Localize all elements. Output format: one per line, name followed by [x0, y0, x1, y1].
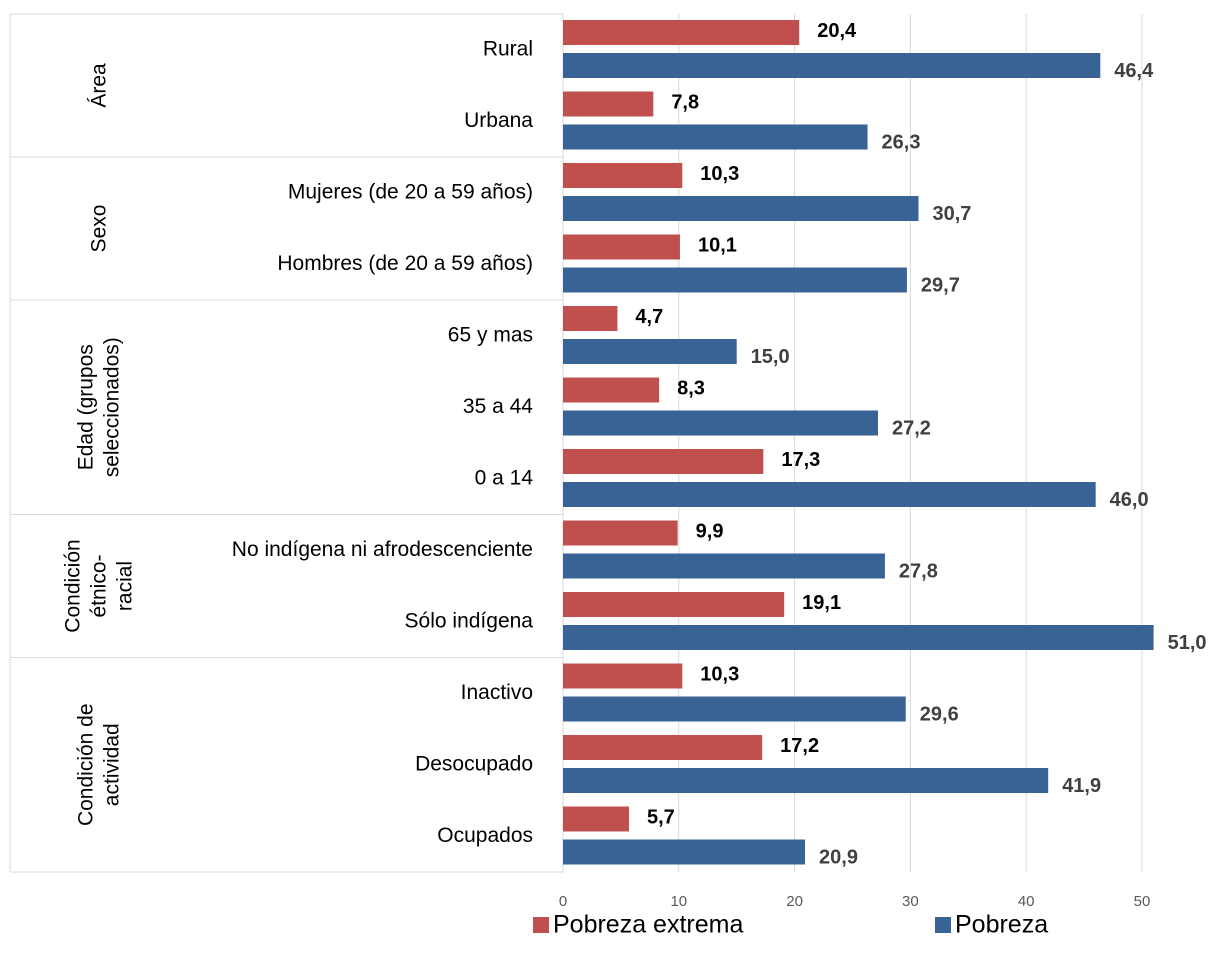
bar: [563, 20, 800, 45]
category-label: 65 y mas: [448, 324, 533, 347]
category-label: Rural: [483, 38, 533, 61]
bar: [563, 520, 678, 546]
bar: [563, 410, 878, 436]
x-tick-label: 50: [1134, 893, 1151, 910]
value-label: 30,7: [933, 203, 972, 225]
bar: [563, 553, 885, 579]
value-label: 20,4: [817, 20, 857, 42]
group-label-line: racial: [114, 561, 137, 611]
bar: [563, 306, 618, 331]
value-label: 10,3: [700, 663, 739, 685]
bar: [563, 449, 764, 474]
group-label: Condición étnico-racial: [62, 539, 137, 632]
bar: [563, 377, 660, 403]
value-label: 29,7: [921, 274, 960, 296]
value-label: 4,7: [635, 306, 663, 328]
bar: [563, 839, 806, 865]
group-label: Condición de actividad: [75, 703, 124, 826]
value-label: 17,3: [781, 449, 820, 471]
value-label: 51,0: [1168, 632, 1207, 654]
category-label: Hombres (de 20 a 59 años): [277, 252, 533, 275]
group-label: Sexo: [88, 205, 111, 253]
group-label-line: Área: [88, 63, 111, 108]
category-label: Inactivo: [461, 681, 533, 704]
value-label: 9,9: [696, 520, 724, 542]
value-label: 10,3: [700, 163, 739, 185]
x-tick-label: 0: [559, 893, 567, 910]
value-label: 5,7: [647, 806, 675, 828]
category-label: 35 a 44: [463, 395, 533, 418]
value-label: 41,9: [1062, 775, 1101, 797]
legend-label: Pobreza extrema: [553, 911, 743, 939]
group-label-line: étnico-: [88, 554, 111, 617]
bar: [563, 339, 737, 364]
legend-swatch: [935, 917, 951, 933]
group-label: Área: [88, 63, 111, 108]
bar: [563, 163, 683, 188]
group-label-line: Edad (grupos: [75, 344, 98, 470]
value-label: 29,6: [920, 703, 959, 725]
x-tick-label: 10: [670, 893, 687, 910]
x-tick-label: 30: [902, 893, 919, 910]
category-label: 0 a 14: [475, 467, 534, 490]
legend-label: Pobreza: [955, 911, 1048, 939]
bar: [563, 696, 906, 722]
value-label: 27,2: [892, 417, 931, 439]
category-label: No indígena ni afrodescenciente: [232, 538, 533, 561]
value-label: 8,3: [677, 377, 705, 399]
group-label-line: Sexo: [88, 205, 111, 253]
value-label: 46,4: [1114, 60, 1154, 82]
bar: [563, 124, 868, 150]
x-tick-label: 40: [1018, 893, 1035, 910]
value-label: 26,3: [882, 131, 921, 153]
bar: [563, 91, 654, 117]
value-label: 20,9: [819, 846, 858, 868]
bar: [563, 53, 1101, 78]
group-label-line: Condición: [62, 539, 85, 632]
category-label: Mujeres (de 20 a 59 años): [288, 181, 533, 204]
value-label: 7,8: [671, 91, 699, 113]
bar: [563, 663, 683, 689]
category-label: Desocupado: [415, 753, 533, 776]
value-label: 10,1: [698, 234, 737, 256]
legend-swatch: [533, 917, 549, 933]
value-label: 27,8: [899, 560, 938, 582]
x-tick-label: 20: [786, 893, 803, 910]
bar: [563, 735, 763, 760]
value-label: 19,1: [802, 592, 841, 614]
value-label: 15,0: [751, 346, 790, 368]
category-label: Urbana: [464, 109, 533, 132]
bar: [563, 267, 907, 293]
category-label: Ocupados: [437, 824, 533, 847]
bar: [563, 196, 919, 221]
group-label-line: Condición de: [75, 703, 98, 826]
bar: [563, 482, 1096, 507]
bar: [563, 625, 1154, 650]
bar: [563, 806, 630, 832]
bar: [563, 768, 1049, 793]
group-label-line: actividad: [101, 723, 124, 806]
group-label-line: seleccionados): [101, 337, 124, 477]
value-label: 17,2: [780, 735, 819, 757]
category-label: Sólo indígena: [405, 610, 534, 633]
value-label: 46,0: [1110, 489, 1149, 511]
bar: [563, 234, 680, 260]
group-label: Edad (grupos seleccionados): [75, 337, 124, 477]
bar: [563, 592, 785, 617]
